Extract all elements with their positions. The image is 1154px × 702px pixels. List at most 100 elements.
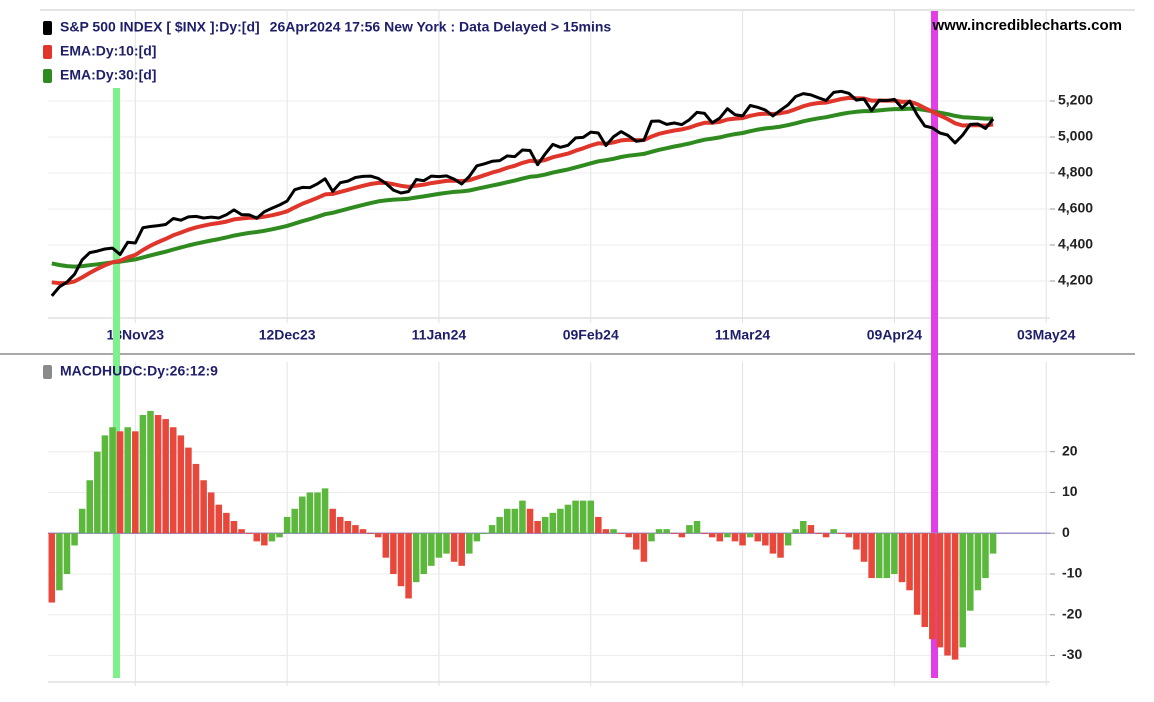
histogram-bar — [382, 533, 390, 558]
x-tick-label: 11Jan24 — [412, 327, 467, 343]
histogram-bar — [549, 512, 557, 534]
histogram-bar — [837, 533, 845, 535]
histogram-bar — [405, 533, 412, 599]
legend-label: S&P 500 INDEX [ $INX ]:Dy:[d] — [60, 19, 260, 35]
histogram-bar — [63, 533, 71, 574]
histogram-bar — [769, 533, 777, 554]
histogram-bar — [944, 533, 951, 656]
histogram-bar — [974, 533, 982, 591]
histogram-bar — [891, 533, 898, 574]
histogram-bar — [625, 533, 632, 538]
histogram-bar — [784, 533, 792, 546]
histogram-bar — [959, 533, 966, 648]
histogram-bar — [276, 533, 283, 538]
y-tick-label: -20 — [1062, 605, 1082, 621]
histogram-bar — [982, 533, 989, 579]
histogram-bar — [329, 508, 336, 534]
y-tick-label: 0 — [1062, 524, 1070, 540]
histogram-bar — [967, 533, 974, 611]
histogram-bar — [633, 533, 640, 550]
histogram-bar — [200, 480, 207, 534]
x-tick-label: 09Apr24 — [867, 327, 922, 343]
histogram-bar — [595, 516, 602, 534]
y-tick-label: -10 — [1062, 565, 1082, 581]
histogram-bar — [534, 521, 541, 534]
histogram-bar — [124, 427, 131, 534]
histogram-bar — [291, 508, 298, 534]
histogram-bar — [708, 533, 716, 538]
histogram-bar — [56, 533, 63, 591]
histogram-bar — [557, 508, 564, 534]
histogram-bar — [815, 533, 822, 535]
histogram-bar — [610, 529, 617, 534]
histogram-bar — [321, 488, 329, 534]
histogram-bar — [207, 492, 215, 534]
histogram-bar — [223, 512, 230, 534]
histogram-bar — [230, 521, 238, 534]
histogram-bar — [466, 533, 473, 554]
legend-swatch — [43, 365, 52, 379]
histogram-bar — [192, 463, 200, 534]
histogram-bar — [617, 533, 625, 535]
legend-swatch — [43, 69, 52, 83]
histogram-bar — [139, 415, 147, 534]
histogram-bar — [564, 504, 572, 534]
histogram-bar — [352, 525, 359, 534]
histogram-bar — [572, 500, 579, 534]
histogram-bar — [261, 533, 268, 546]
legend-label: EMA:Dy:10:[d] — [60, 43, 156, 59]
histogram-bar — [822, 533, 830, 538]
histogram-bar — [655, 529, 663, 534]
histogram-bar — [488, 525, 496, 534]
histogram-bar — [807, 525, 815, 534]
legend-swatch — [43, 21, 52, 35]
histogram-bar — [777, 533, 784, 558]
y-tick-label: 4,400 — [1058, 236, 1093, 252]
histogram-bar — [336, 516, 344, 534]
x-tick-label: 09Feb24 — [563, 327, 619, 343]
histogram-bar — [860, 533, 868, 562]
histogram-bar — [845, 533, 853, 538]
x-tick-label: 11Mar24 — [715, 327, 770, 343]
histogram-bar — [374, 533, 382, 538]
histogram-bar — [185, 447, 192, 534]
highlight-band — [113, 88, 120, 678]
legend-label: EMA:Dy:30:[d] — [60, 67, 156, 83]
histogram-bar — [458, 533, 465, 566]
source: www.incrediblecharts.com — [932, 17, 1123, 34]
histogram-bar — [913, 533, 921, 615]
histogram-bar — [481, 533, 488, 535]
histogram-bar — [587, 500, 595, 534]
histogram-bar — [435, 533, 443, 558]
histogram-bar — [238, 529, 245, 534]
histogram-bar — [929, 533, 936, 640]
histogram-bar — [428, 533, 435, 566]
price-line — [50, 89, 995, 297]
histogram-bar — [367, 533, 374, 535]
x-tick-label: 12Dec23 — [259, 327, 316, 343]
histogram-bar — [86, 480, 94, 534]
histogram-bar — [716, 533, 724, 542]
histogram-bar — [268, 533, 276, 542]
histogram-bar — [754, 533, 762, 542]
histogram-bar — [390, 533, 397, 574]
histogram-bar — [511, 508, 519, 534]
histogram-bar — [701, 533, 708, 535]
histogram-bar — [169, 427, 177, 534]
histogram-bar — [762, 533, 769, 546]
histogram-bar — [306, 492, 314, 534]
y-tick-label: 20 — [1062, 442, 1078, 458]
histogram-bar — [602, 529, 610, 534]
y-tick-label: 10 — [1062, 483, 1078, 499]
histogram-bar — [800, 521, 807, 534]
histogram-bar — [663, 529, 670, 534]
histogram-bar — [359, 529, 367, 534]
histogram-bar — [868, 533, 875, 579]
histogram-bar — [215, 504, 223, 534]
histogram-bar — [314, 492, 321, 534]
histogram-bar — [693, 521, 701, 534]
price-line — [51, 106, 994, 269]
histogram-bar — [147, 410, 154, 534]
